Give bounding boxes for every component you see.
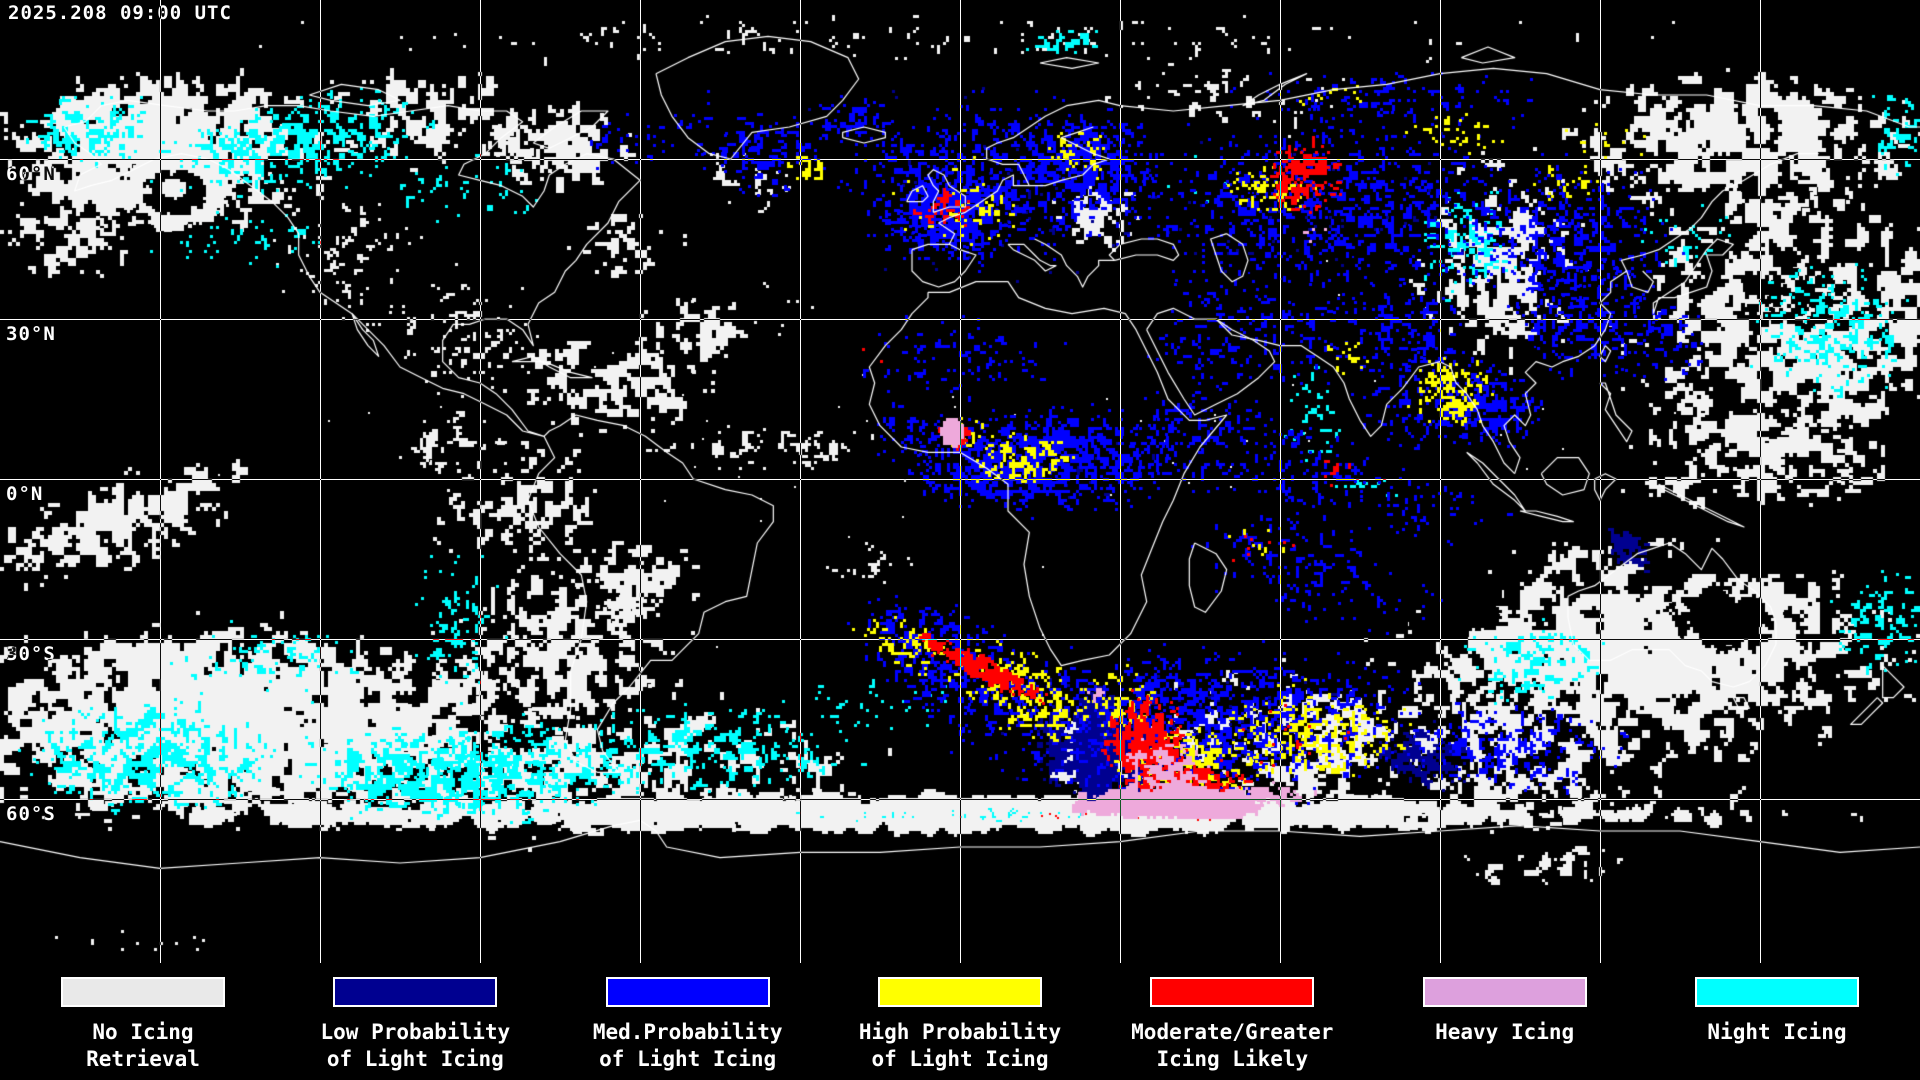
legend-label-line: Retrieval	[86, 1047, 200, 1071]
longitude-gridline	[1600, 0, 1601, 963]
legend-label-line: Med.Probability	[592, 1020, 783, 1044]
latitude-label: 30°N	[6, 323, 56, 345]
legend-label-line: Moderate/Greater	[1131, 1020, 1334, 1044]
legend-item-night-icing: Night Icing	[1662, 963, 1892, 1080]
latitude-gridline	[0, 799, 1920, 800]
legend-item-med-probability: Med.Probability of Light Icing	[573, 963, 803, 1080]
latitude-gridline	[0, 159, 1920, 160]
legend-label-line: of Light Icing	[871, 1047, 1049, 1071]
longitude-gridline	[320, 0, 321, 963]
legend-item-low-probability: Low Probability of Light Icing	[300, 963, 530, 1080]
low-probability-label: Low Probability of Light Icing	[321, 1019, 511, 1073]
longitude-gridline	[1120, 0, 1121, 963]
latitude-gridline	[0, 479, 1920, 480]
legend-label-line: Night Icing	[1707, 1020, 1847, 1044]
legend-label-line: Icing Likely	[1156, 1047, 1309, 1071]
legend-item-moderate-greater: Moderate/Greater Icing Likely	[1117, 963, 1347, 1080]
legend-item-no-icing: No Icing Retrieval	[28, 963, 258, 1080]
legend-item-high-probability: High Probability of Light Icing	[845, 963, 1075, 1080]
legend-bar: No Icing Retrieval Low Probability of Li…	[0, 963, 1920, 1080]
longitude-gridline	[1440, 0, 1441, 963]
longitude-gridline	[1280, 0, 1281, 963]
latitude-label: 60°S	[6, 803, 56, 825]
low-probability-swatch	[333, 977, 498, 1007]
latitude-label: 0°N	[6, 483, 44, 505]
high-probability-swatch	[877, 977, 1042, 1007]
med-probability-label: Med.Probability of Light Icing	[593, 1019, 783, 1073]
latitude-gridline	[0, 319, 1920, 320]
no-icing-swatch	[61, 977, 225, 1007]
longitude-gridline	[480, 0, 481, 963]
longitude-gridline	[800, 0, 801, 963]
latitude-label: 60°N	[6, 163, 56, 185]
legend-item-heavy-icing: Heavy Icing	[1390, 963, 1620, 1080]
latitude-label: 30°S	[6, 643, 56, 665]
legend-label-line: Low Probability	[320, 1020, 511, 1044]
moderate-greater-swatch	[1150, 977, 1315, 1007]
heavy-icing-label: Heavy Icing	[1435, 1019, 1574, 1046]
longitude-gridline	[960, 0, 961, 963]
med-probability-swatch	[605, 977, 770, 1007]
latitude-gridline	[0, 639, 1920, 640]
night-icing-label: Night Icing	[1707, 1019, 1846, 1046]
legend-label-line: of Light Icing	[599, 1047, 777, 1071]
heavy-icing-swatch	[1422, 977, 1587, 1007]
legend-label-line: Heavy Icing	[1435, 1020, 1575, 1044]
no-icing-label: No Icing Retrieval	[86, 1019, 200, 1073]
timestamp-label: 2025.208 09:00 UTC	[8, 2, 232, 24]
moderate-greater-label: Moderate/Greater Icing Likely	[1131, 1019, 1333, 1073]
world-icing-map: 60°N 30°N 0°N 30°S 60°S 2025.208 09:00 UTC	[0, 0, 1920, 963]
night-icing-swatch	[1694, 977, 1859, 1007]
legend-label-line: High Probability	[858, 1020, 1062, 1044]
legend-label-line: No Icing	[92, 1020, 194, 1044]
longitude-gridline	[1760, 0, 1761, 963]
legend-label-line: of Light Icing	[326, 1047, 504, 1071]
longitude-gridline	[160, 0, 161, 963]
longitude-gridline	[640, 0, 641, 963]
high-probability-label: High Probability of Light Icing	[859, 1019, 1061, 1073]
